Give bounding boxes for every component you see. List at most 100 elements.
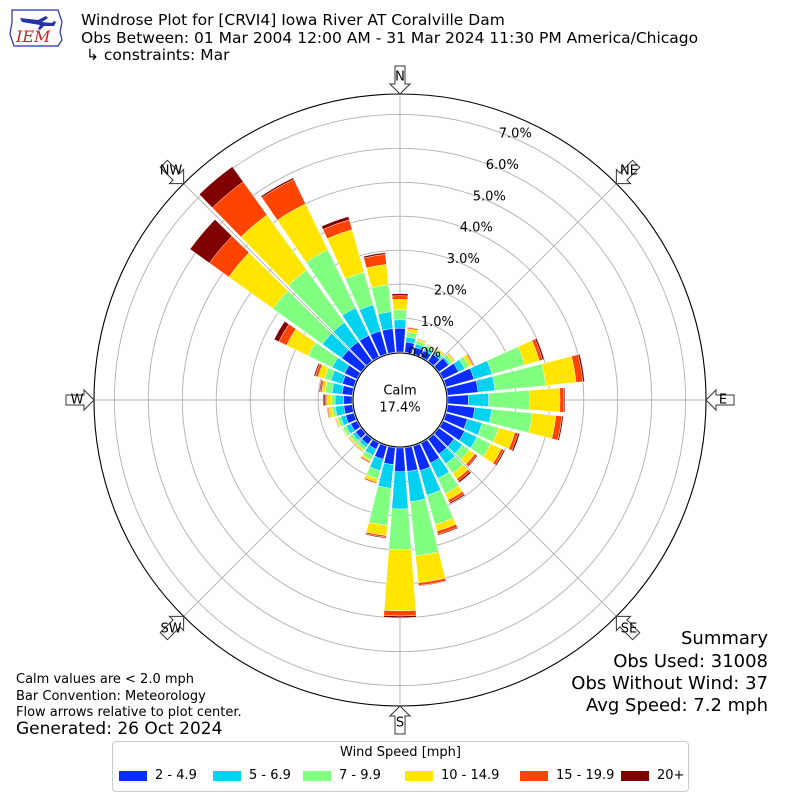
compass-label-west: W bbox=[71, 393, 84, 408]
grid-spoke bbox=[433, 433, 617, 617]
bar-segment-60deg-bin6 bbox=[466, 353, 475, 366]
bar-segment-80deg-bin4 bbox=[541, 356, 577, 386]
bar-segment-270deg-bin3 bbox=[331, 394, 336, 406]
calm-center: Calm 17.4% bbox=[352, 352, 448, 448]
bar-segment-110deg-bin6 bbox=[511, 432, 520, 452]
compass-label-east: E bbox=[719, 393, 727, 408]
legend-item-bin3: 7 - 9.9 bbox=[303, 767, 381, 785]
calm-circle bbox=[352, 352, 448, 448]
bar-segment-270deg-bin6 bbox=[322, 394, 326, 406]
bar-segment-270deg-bin1 bbox=[343, 395, 353, 405]
legend-swatch bbox=[303, 770, 331, 781]
bar-segment-90deg-bin2 bbox=[467, 393, 489, 407]
bar-segment-340deg-bin6 bbox=[321, 216, 350, 230]
bar-segment-70deg-bin6 bbox=[534, 338, 545, 361]
bar-segment-330deg-bin6 bbox=[260, 177, 295, 198]
bar-segment-300deg-bin6 bbox=[273, 321, 290, 342]
legend-label: 7 - 9.9 bbox=[339, 768, 381, 783]
legend-item-bin4: 10 - 14.9 bbox=[405, 767, 499, 785]
legend: Wind Speed [mph] 2 - 4.9 5 - 6.9 7 - 9.9 10… bbox=[112, 741, 689, 792]
arrow-south-icon bbox=[388, 705, 412, 735]
bar-segment-290deg-bin6 bbox=[313, 362, 321, 377]
bar-segment-0deg-bin2 bbox=[393, 319, 407, 329]
radial-tick-label: 6.0% bbox=[486, 158, 519, 173]
bar-segment-0deg-bin5 bbox=[391, 295, 409, 300]
radial-tick-label: 3.0% bbox=[447, 252, 480, 267]
bar-segment-350deg-bin6 bbox=[363, 252, 386, 259]
compass-label-north: N bbox=[395, 70, 405, 85]
bar-segment-350deg-bin4 bbox=[366, 264, 389, 288]
bar-segment-260deg-bin6 bbox=[326, 407, 330, 419]
chart-title: Windrose Plot for [CRVI4] Iowa River AT … bbox=[81, 11, 505, 29]
bar-segment-160deg-bin6 bbox=[437, 527, 459, 536]
bar-segment-210deg-bin6 bbox=[360, 457, 371, 464]
bar-convention-note: Bar Convention: Meteorology bbox=[16, 689, 206, 704]
arrow-northeast-icon bbox=[615, 159, 641, 185]
bar-segment-20deg-bin6 bbox=[417, 337, 427, 342]
logo-text: IEM bbox=[15, 27, 51, 46]
bar-segment-90deg-bin5 bbox=[559, 387, 565, 413]
summary-title: Summary bbox=[681, 628, 768, 649]
bar-segment-170deg-bin6 bbox=[418, 580, 447, 587]
bar-segment-150deg-bin6 bbox=[449, 493, 466, 505]
bar-segment-130deg-bin6 bbox=[467, 454, 478, 468]
legend-label: 15 - 19.9 bbox=[556, 768, 615, 783]
bar-segment-120deg-bin6 bbox=[494, 449, 506, 466]
radial-tick-label: 2.0% bbox=[434, 283, 467, 298]
bar-segment-260deg-bin1 bbox=[343, 404, 354, 415]
radial-tick-label: 4.0% bbox=[460, 221, 493, 236]
bar-segment-10deg-bin6 bbox=[407, 326, 419, 330]
legend-title: Wind Speed [mph] bbox=[340, 745, 461, 760]
calm-label: Calm bbox=[383, 384, 416, 399]
summary-obs-without-wind: Obs Without Wind: 37 bbox=[571, 673, 768, 694]
bar-segment-240deg-bin6 bbox=[341, 427, 347, 437]
bar-segment-90deg-bin3 bbox=[488, 390, 530, 410]
bar-segment-220deg-bin6 bbox=[354, 445, 363, 453]
arrow-east-icon bbox=[705, 388, 735, 412]
legend-item-bin5: 15 - 19.9 bbox=[520, 767, 614, 785]
bar-segment-310deg-bin6 bbox=[189, 219, 233, 264]
bar-segment-0deg-bin1 bbox=[394, 328, 406, 353]
iem-logo: IEM bbox=[9, 9, 63, 47]
flow-note: Flow arrows relative to plot center. bbox=[16, 705, 242, 720]
legend-label: 5 - 6.9 bbox=[249, 768, 291, 783]
bar-segment-180deg-bin2 bbox=[391, 471, 409, 510]
bar-segment-0deg-bin3 bbox=[393, 309, 407, 321]
radial-tick-label: 1.0% bbox=[421, 315, 454, 330]
bar-segment-140deg-bin6 bbox=[458, 471, 472, 483]
chart-subtitle: Obs Between: 01 Mar 2004 12:00 AM - 31 M… bbox=[81, 29, 699, 47]
bar-segment-0deg-bin6 bbox=[391, 293, 409, 297]
legend-item-bin2: 5 - 6.9 bbox=[213, 767, 291, 785]
bar-segment-0deg-bin4 bbox=[392, 299, 408, 311]
bar-segment-180deg-bin5 bbox=[383, 610, 417, 617]
summary-obs-used: Obs Used: 31008 bbox=[613, 651, 768, 672]
compass-label-northeast: NE bbox=[620, 164, 638, 179]
legend-items: 2 - 4.9 5 - 6.9 7 - 9.9 10 - 14.9 15 - 19.9 2… bbox=[119, 767, 684, 785]
calm-note: Calm values are < 2.0 mph bbox=[16, 672, 195, 687]
legend-item-bin6: 20+ bbox=[621, 767, 684, 785]
wind-bars bbox=[189, 166, 585, 618]
bar-segment-190deg-bin3 bbox=[368, 485, 392, 526]
compass-label-southwest: SW bbox=[160, 622, 181, 637]
bar-segment-250deg-bin6 bbox=[334, 417, 339, 429]
legend-swatch bbox=[405, 770, 433, 781]
bar-segment-80deg-bin6 bbox=[577, 353, 585, 382]
compass-label-south: S bbox=[396, 716, 404, 731]
bar-segment-270deg-bin4 bbox=[326, 394, 333, 406]
axis-labels: NNEESESSWWNW0.0%1.0%2.0%3.0%4.0%5.0%6.0%… bbox=[71, 70, 728, 731]
arrow-southwest-icon bbox=[159, 615, 185, 641]
compass-label-southeast: SE bbox=[621, 622, 637, 637]
bar-segment-100deg-bin4 bbox=[528, 412, 557, 439]
legend-label: 2 - 4.9 bbox=[155, 768, 197, 783]
legend-swatch bbox=[213, 770, 241, 781]
bar-segment-180deg-bin1 bbox=[394, 447, 406, 472]
bar-segment-90deg-bin6 bbox=[563, 387, 566, 413]
compass-label-northwest: NW bbox=[160, 164, 183, 179]
grid-spoke bbox=[183, 183, 367, 367]
grid-spoke bbox=[183, 433, 367, 617]
bar-segment-350deg-bin2 bbox=[377, 311, 394, 331]
arrow-southeast-icon bbox=[615, 615, 641, 641]
direction-arrows bbox=[65, 65, 735, 735]
